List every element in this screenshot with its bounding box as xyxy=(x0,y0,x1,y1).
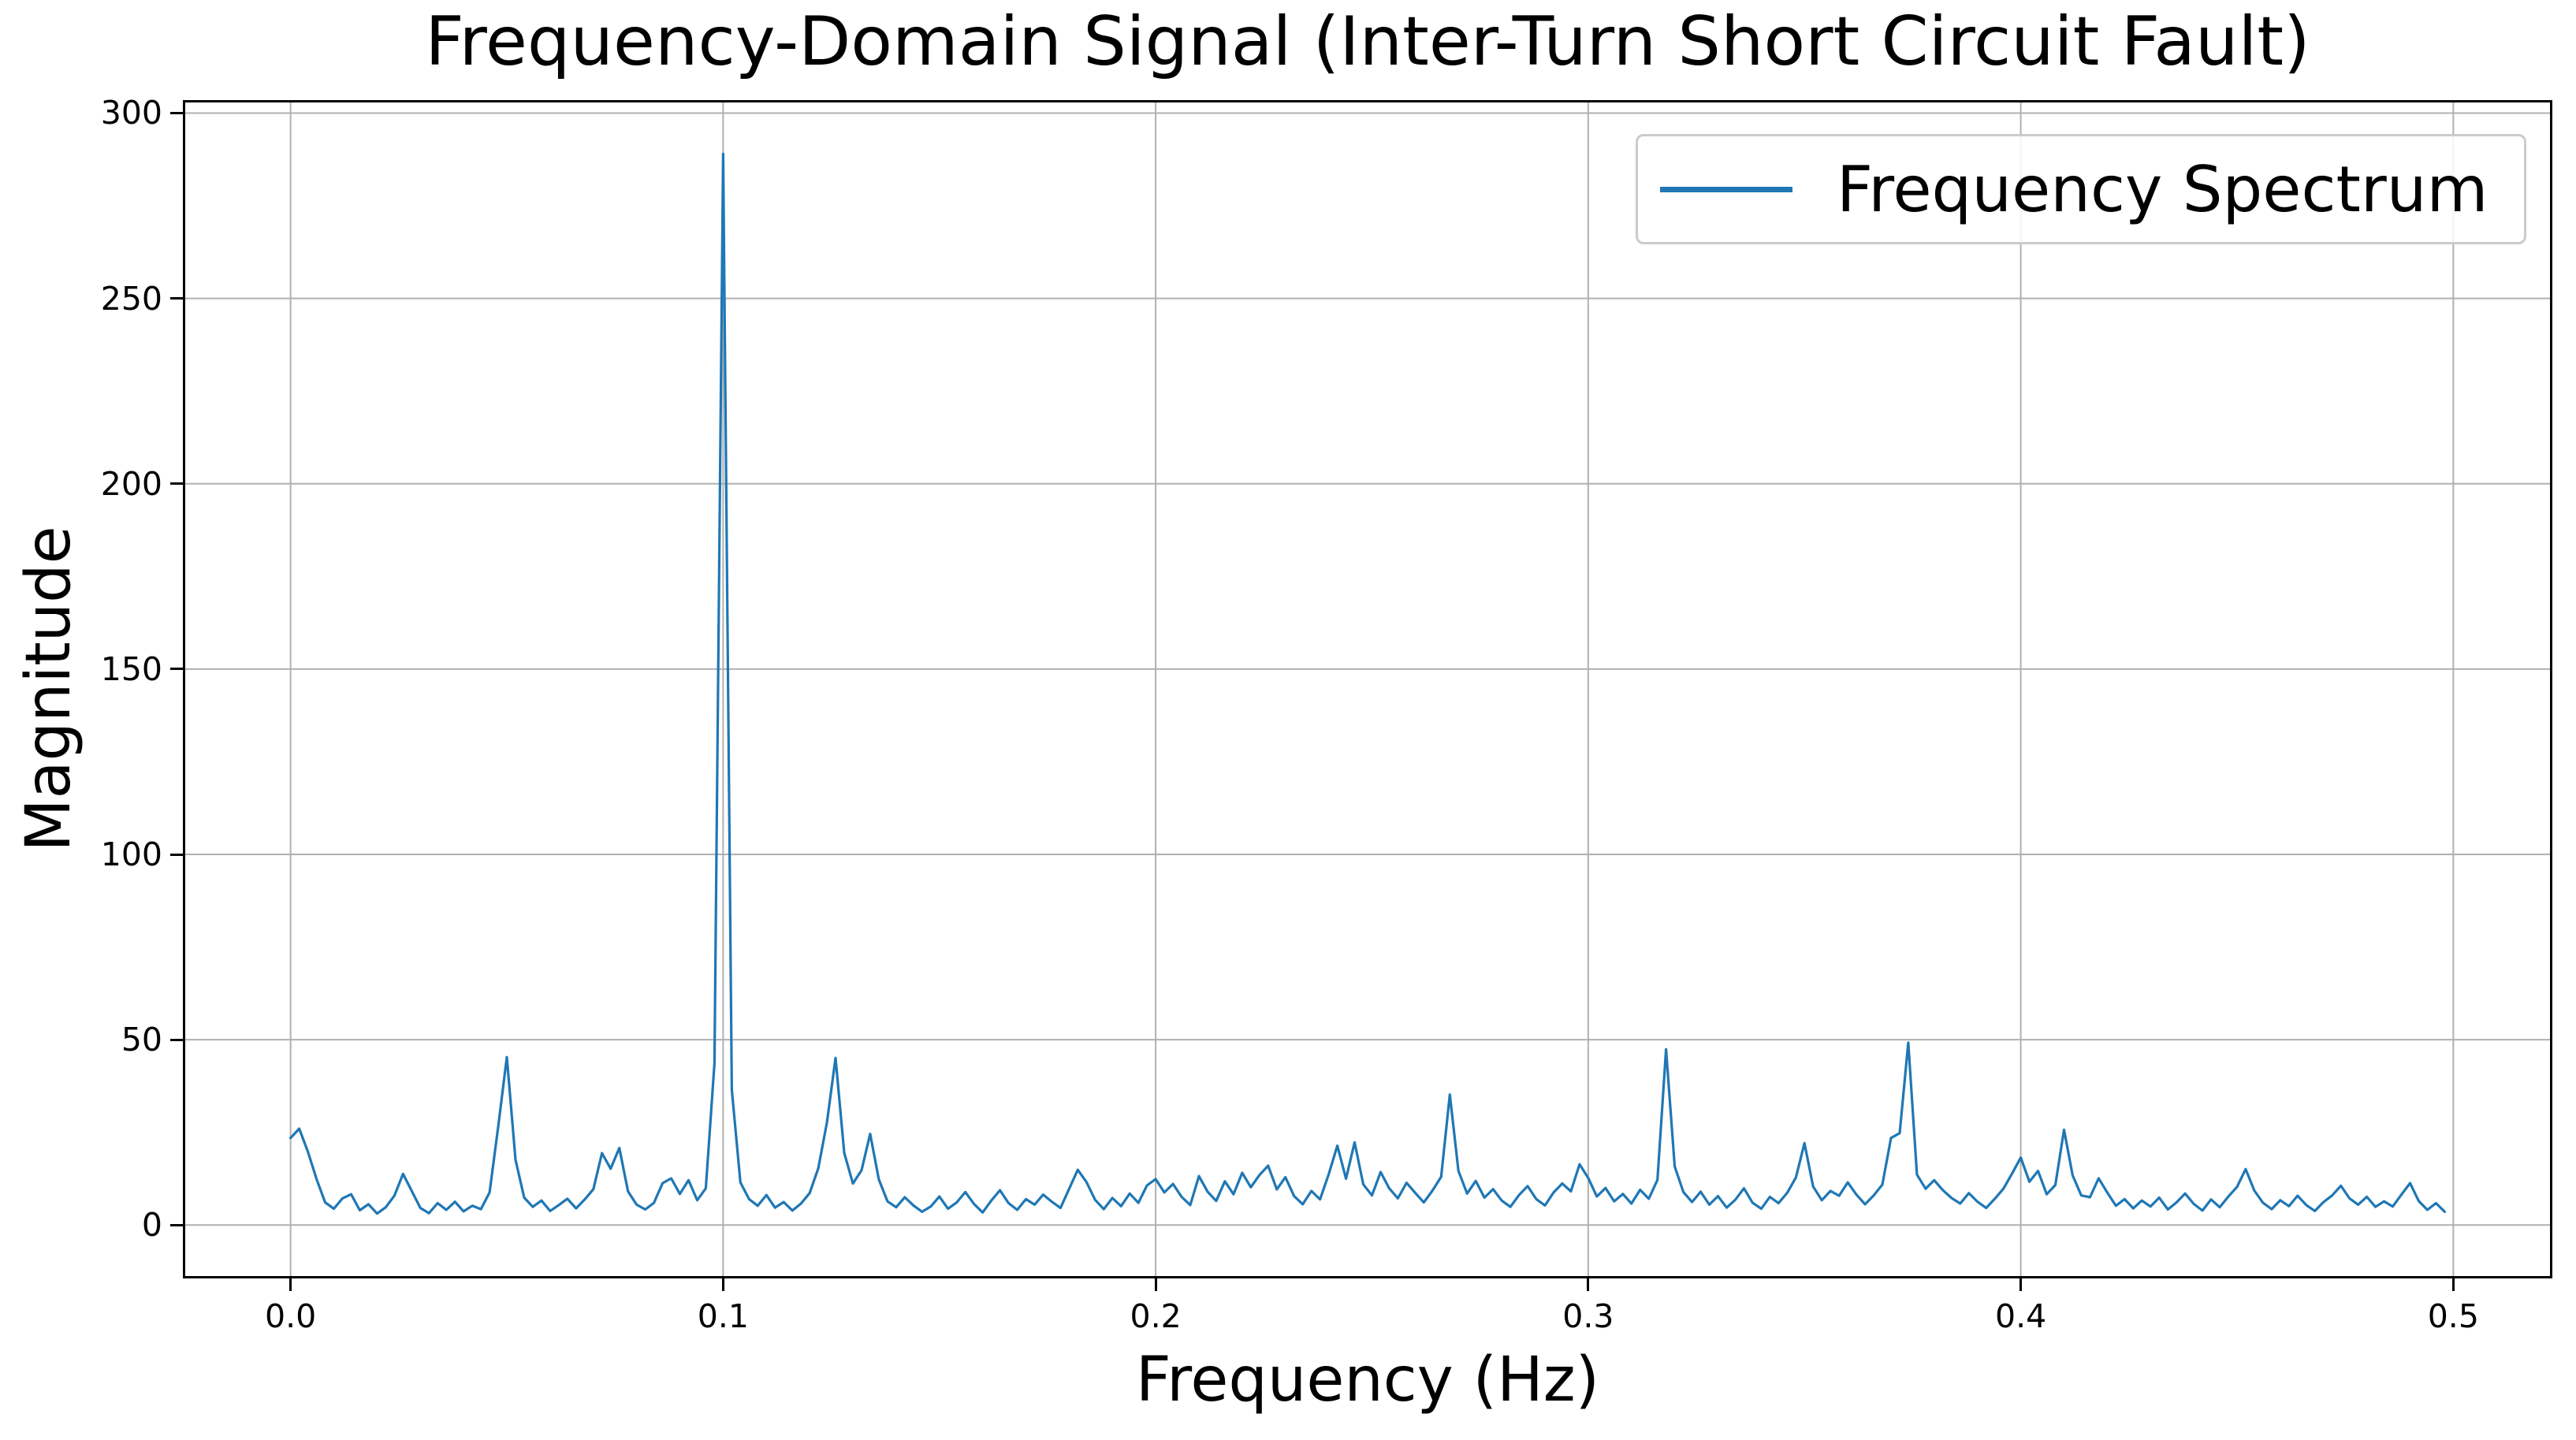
legend-line-sample xyxy=(1660,186,1792,192)
plot-border xyxy=(183,100,2552,1278)
x-axis-label: Frequency (Hz) xyxy=(1135,1345,1600,1416)
y-tick xyxy=(170,853,183,856)
x-tick-label: 0.5 xyxy=(2427,1297,2479,1335)
x-tick-label: 0.4 xyxy=(1994,1297,2047,1335)
y-axis-label: Magnitude xyxy=(13,526,84,852)
y-tick-label: 150 xyxy=(100,649,162,688)
legend-label: Frequency Spectrum xyxy=(1837,152,2489,226)
x-tick-label: 0.3 xyxy=(1562,1297,1614,1335)
legend: Frequency Spectrum xyxy=(1636,134,2526,244)
x-tick xyxy=(1154,1278,1157,1291)
y-tick xyxy=(170,482,183,486)
x-tick xyxy=(2019,1278,2023,1291)
plot-area xyxy=(183,100,2552,1278)
y-tick xyxy=(170,297,183,300)
x-tick-label: 0.1 xyxy=(697,1297,749,1335)
x-tick xyxy=(2451,1278,2455,1291)
x-tick-label: 0.2 xyxy=(1130,1297,1182,1335)
y-tick xyxy=(170,111,183,114)
y-tick-label: 50 xyxy=(121,1021,162,1059)
y-tick xyxy=(170,668,183,671)
y-tick-label: 200 xyxy=(100,464,162,503)
x-tick xyxy=(1587,1278,1590,1291)
y-tick xyxy=(170,1038,183,1041)
gridlines xyxy=(183,100,2552,1278)
y-tick-label: 300 xyxy=(100,94,162,132)
chart-title: Frequency-Domain Signal (Inter-Turn Shor… xyxy=(425,2,2310,81)
spectrum-line xyxy=(289,152,2446,1215)
x-tick xyxy=(721,1278,724,1291)
x-tick xyxy=(289,1278,292,1291)
y-tick-label: 250 xyxy=(100,279,162,318)
x-tick-label: 0.0 xyxy=(265,1297,317,1335)
y-tick-label: 100 xyxy=(100,835,162,873)
y-tick-label: 0 xyxy=(141,1206,162,1245)
y-tick xyxy=(170,1223,183,1226)
